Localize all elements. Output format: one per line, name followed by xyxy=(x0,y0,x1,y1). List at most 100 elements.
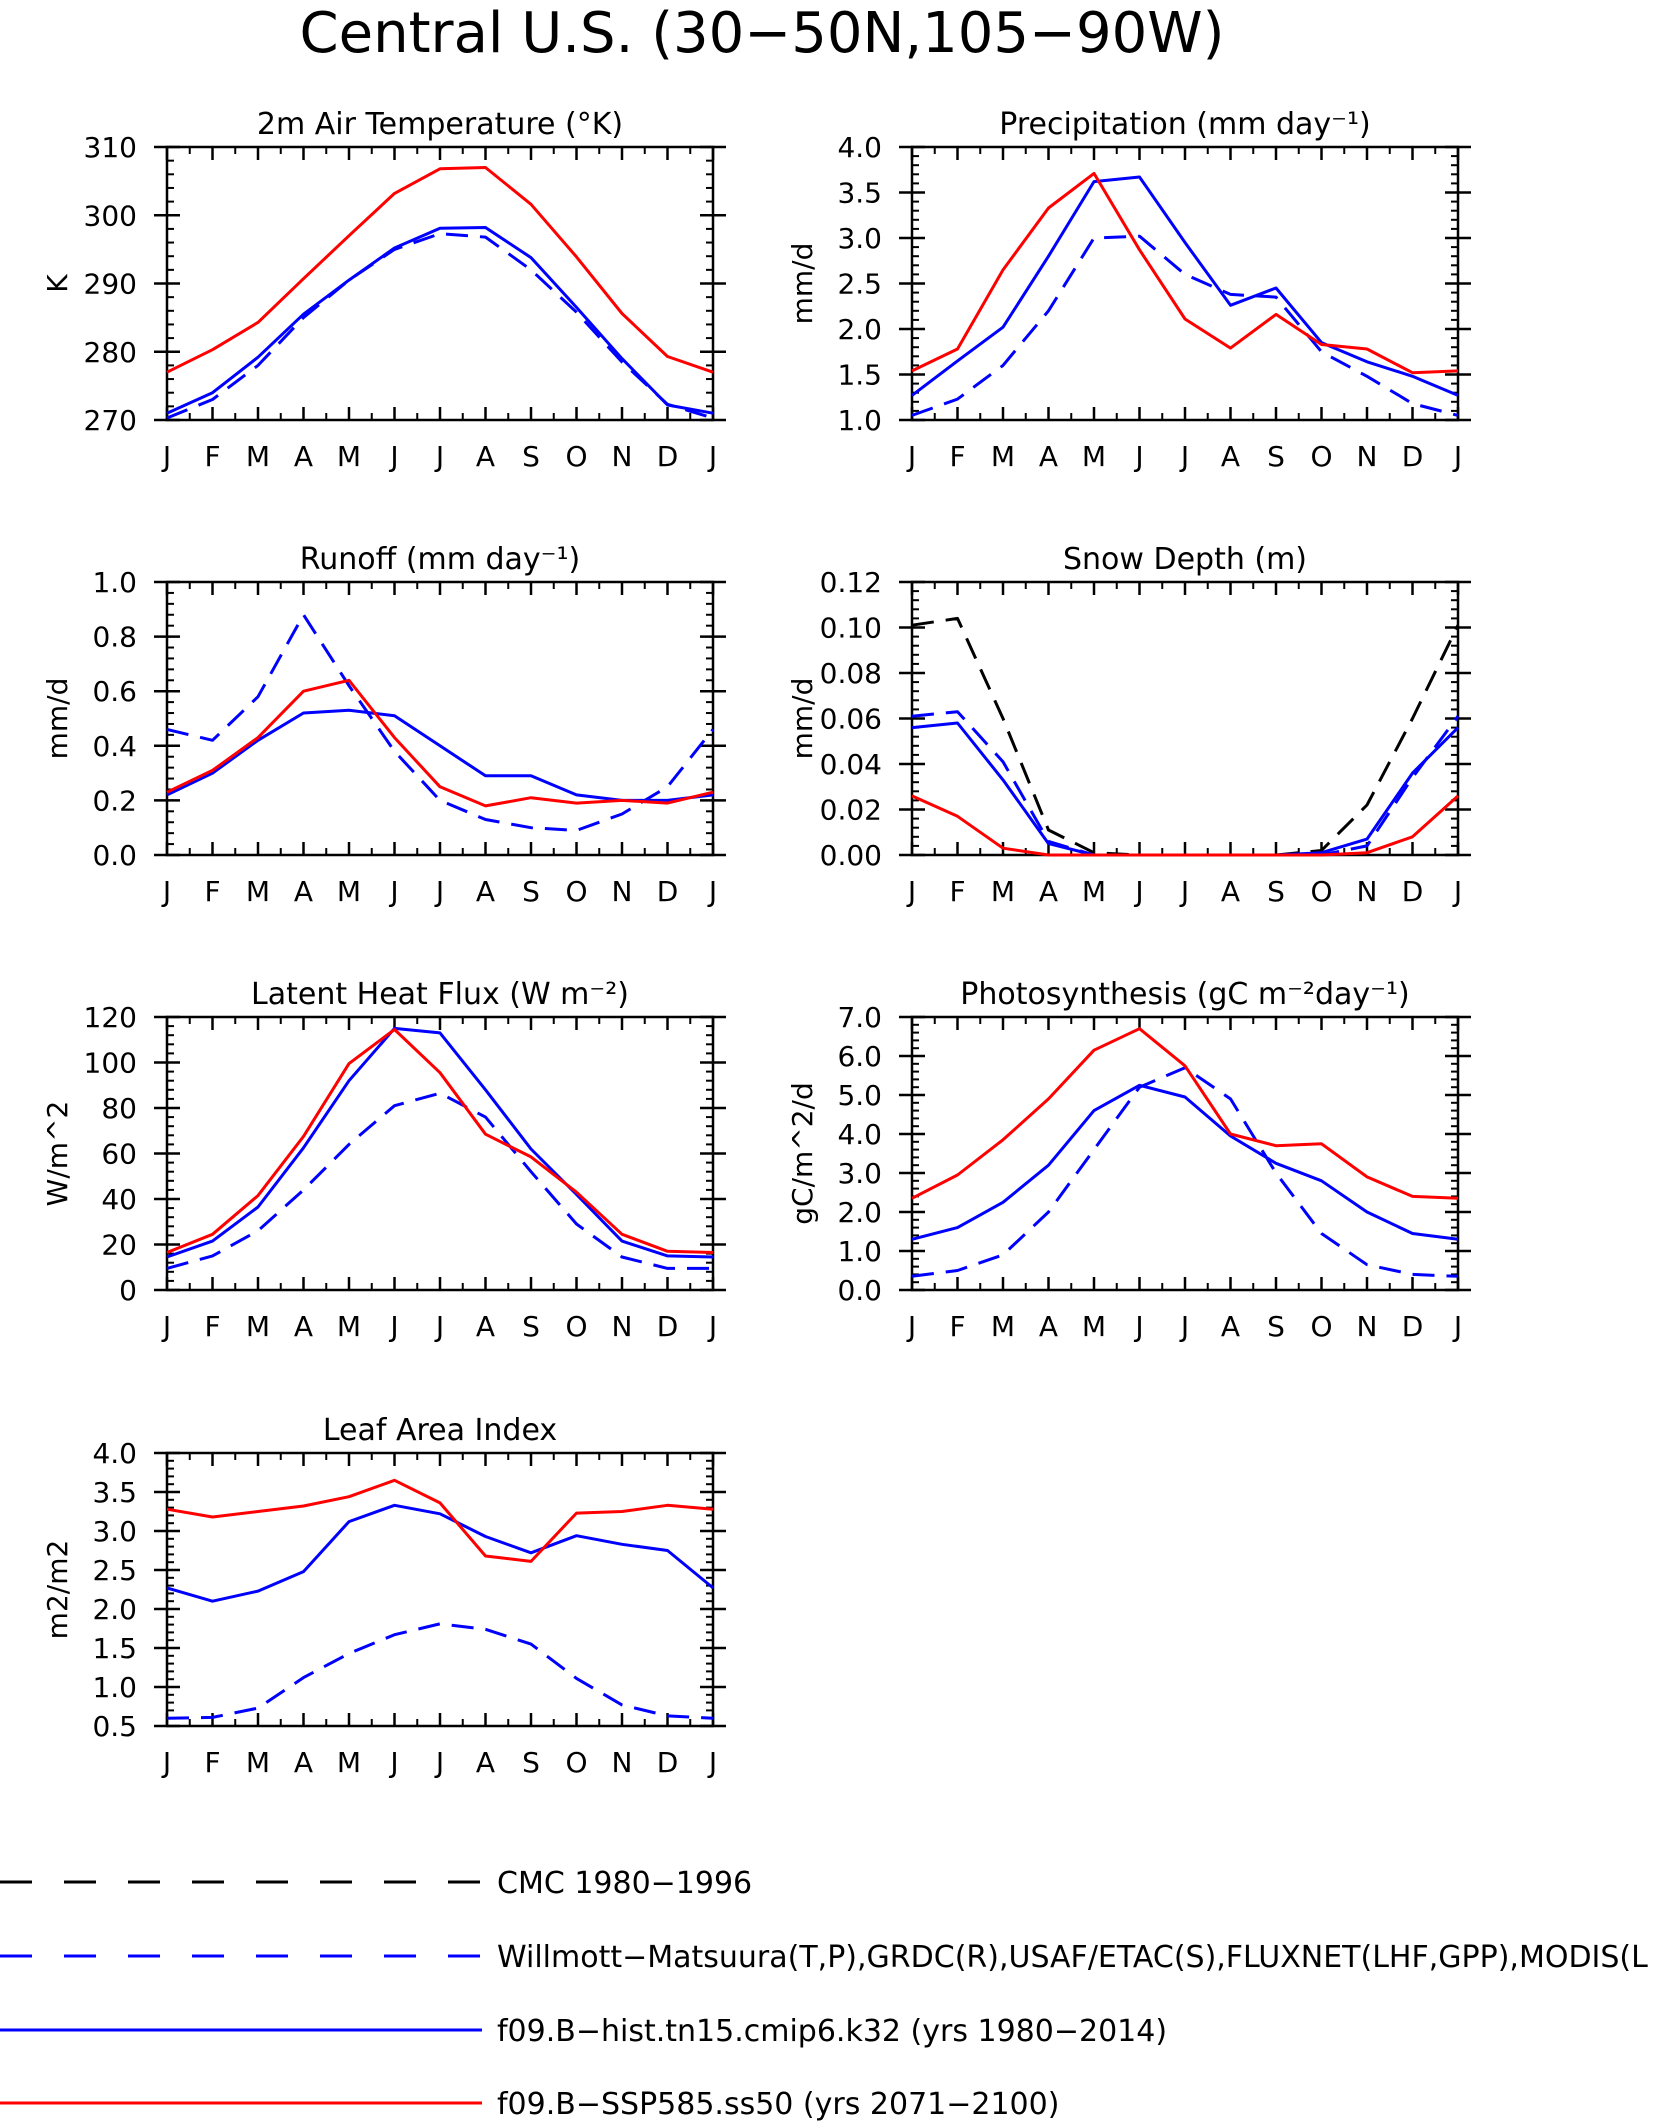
y-tick-label: 5.0 xyxy=(837,1079,882,1112)
panel-lhf: Latent Heat Flux (W m⁻²)J F M A M J J A S O N D J020… xyxy=(41,977,726,1343)
x-tick-label: M xyxy=(246,1310,270,1343)
y-tick-label: 7.0 xyxy=(837,1001,882,1034)
x-tick-label: A xyxy=(476,1746,495,1779)
y-tick-label: 0.08 xyxy=(820,657,882,690)
series-group xyxy=(166,613,715,832)
x-tick-label: M xyxy=(1082,1310,1106,1343)
x-tick-label: J xyxy=(1179,875,1189,908)
y-tick-label: 3.0 xyxy=(837,222,882,255)
panel-precip: Precipitation (mm day⁻¹)J F M A M J J A S O N D J1.0… xyxy=(786,107,1471,473)
x-tick-label: O xyxy=(565,875,587,908)
y-tick-label: 0.6 xyxy=(92,675,137,708)
series-obs-line xyxy=(166,1622,714,1720)
legend: CMC 1980−1996 Willmott−Matsuura(T,P),GRDC… xyxy=(0,1866,1648,2122)
y-tick-label: 0.06 xyxy=(820,703,882,736)
panel-t2m: 2m Air Temperature (°K)J F M A M J J A S O N D J2702… xyxy=(41,107,726,473)
x-tick-label: F xyxy=(204,1746,220,1779)
x-tick-label: J xyxy=(1133,440,1143,473)
y-tick-label: 270 xyxy=(84,404,137,437)
series-obs-line xyxy=(166,232,714,420)
y-tick-label: 1.0 xyxy=(837,404,882,437)
x-tick-label: J xyxy=(388,875,398,908)
x-tick-label: J xyxy=(434,440,444,473)
x-tick-label: N xyxy=(612,1746,633,1779)
x-tick-label: J xyxy=(1452,440,1462,473)
y-tick-label: 0.2 xyxy=(92,784,137,817)
y-axis-label: K xyxy=(41,274,74,293)
x-tick-label: O xyxy=(1310,440,1332,473)
legend-label: Willmott−Matsuura(T,P),GRDC(R),USAF/ETAC… xyxy=(497,1940,1648,1975)
x-tick-label: J xyxy=(707,875,717,908)
x-tick-label: J xyxy=(1452,875,1462,908)
x-tick-label: S xyxy=(522,875,540,908)
x-tick-label: N xyxy=(612,1310,633,1343)
y-tick-label: 280 xyxy=(84,336,137,369)
y-tick-label: 3.0 xyxy=(837,1157,882,1190)
x-tick-label: J xyxy=(1133,875,1143,908)
series-ssp-line xyxy=(911,794,1460,857)
series-hist-line xyxy=(911,1083,1459,1241)
x-tick-label: J xyxy=(161,1746,171,1779)
x-tick-label: M xyxy=(1082,875,1106,908)
y-tick-label: 3.5 xyxy=(837,177,882,210)
x-tick-label: M xyxy=(991,875,1015,908)
x-tick-label: M xyxy=(337,1310,361,1343)
x-tick-label: F xyxy=(949,440,965,473)
x-tick-label: A xyxy=(1221,440,1240,473)
y-tick-label: 0.10 xyxy=(820,612,882,645)
panel-title: 2m Air Temperature (°K) xyxy=(257,107,623,142)
x-tick-label: J xyxy=(434,1746,444,1779)
x-tick-label: A xyxy=(1039,440,1058,473)
panel-title: Precipitation (mm day⁻¹) xyxy=(999,107,1370,142)
y-axis-label: W/m^2 xyxy=(41,1101,74,1207)
legend-label: f09.B−hist.tn15.cmip6.k32 (yrs 1980−2014… xyxy=(497,2014,1167,2049)
y-tick-label: 120 xyxy=(84,1001,137,1034)
panels: 2m Air Temperature (°K)J F M A M J J A S O N D J2702… xyxy=(41,107,1471,1779)
y-tick-label: 0.00 xyxy=(820,839,882,872)
x-tick-label: O xyxy=(565,440,587,473)
y-axis: 270 280 290 300 310 xyxy=(84,131,726,437)
panel-title: Runoff (mm day⁻¹) xyxy=(300,542,581,577)
y-tick-label: 0.12 xyxy=(820,566,882,599)
y-axis: 0.5 1.0 1.5 2.0 2.5 3.0 3.5 4.0 xyxy=(92,1437,726,1743)
series-group xyxy=(911,171,1459,417)
y-tick-label: 0.0 xyxy=(92,839,137,872)
x-tick-label: A xyxy=(1221,875,1240,908)
panel-title: Snow Depth (m) xyxy=(1063,542,1307,577)
x-tick-label: M xyxy=(246,1746,270,1779)
y-axis-label: mm/d xyxy=(786,243,819,325)
series-obs-line xyxy=(911,234,1459,417)
x-tick-label: J xyxy=(161,440,171,473)
legend-label: f09.B−SSP585.ss50 (yrs 2071−2100) xyxy=(497,2087,1059,2122)
series-group xyxy=(166,166,714,420)
series-group xyxy=(911,616,1460,857)
figure-title: Central U.S. (30−50N,105−90W) xyxy=(300,1,1225,66)
x-tick-label: S xyxy=(522,440,540,473)
x-tick-label: N xyxy=(612,875,633,908)
x-tick-label: N xyxy=(1357,875,1378,908)
x-tick-label: F xyxy=(949,875,965,908)
x-tick-label: J xyxy=(161,1310,171,1343)
series-ssp-line xyxy=(166,1028,714,1254)
x-tick-label: J xyxy=(1179,1310,1189,1343)
y-tick-label: 0.5 xyxy=(92,1710,137,1743)
series-ssp-line xyxy=(911,1027,1459,1200)
x-tick-label: N xyxy=(1357,1310,1378,1343)
y-axis-label: mm/d xyxy=(786,678,819,760)
plot-frame xyxy=(910,580,1460,857)
y-tick-label: 0.4 xyxy=(92,730,137,763)
legend-item-obs_snow: CMC 1980−1996 xyxy=(0,1866,752,1901)
series-obs-line xyxy=(911,710,1460,857)
y-tick-label: 2.0 xyxy=(837,1196,882,1229)
y-tick-label: 20 xyxy=(101,1229,137,1262)
x-tick-label: D xyxy=(657,440,679,473)
x-tick-label: J xyxy=(707,440,717,473)
x-tick-label: M xyxy=(991,440,1015,473)
series-hist-line xyxy=(166,226,714,415)
x-tick-label: A xyxy=(1039,875,1058,908)
y-tick-label: 2.5 xyxy=(92,1554,137,1587)
y-tick-label: 0.0 xyxy=(837,1274,882,1307)
x-tick-label: J xyxy=(388,1310,398,1343)
